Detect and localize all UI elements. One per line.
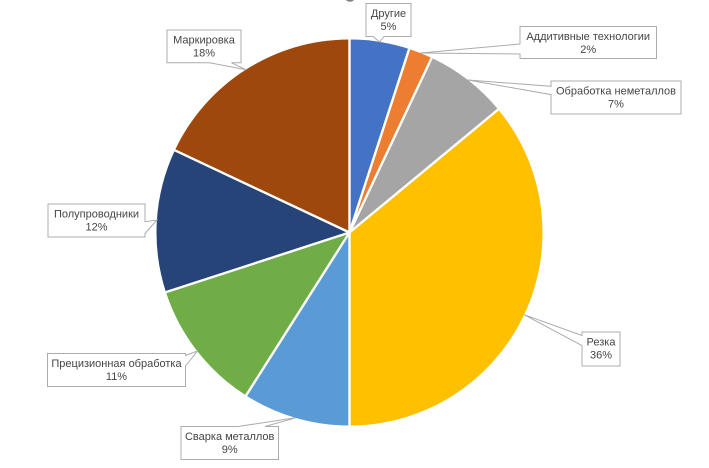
svg-text:Сварка металлов: Сварка металлов xyxy=(185,431,275,443)
svg-text:Другие: Другие xyxy=(371,8,406,20)
svg-text:2%: 2% xyxy=(580,44,596,56)
svg-text:11%: 11% xyxy=(106,371,127,383)
svg-text:Обработка неметаллов: Обработка неметаллов xyxy=(556,85,676,97)
svg-text:9%: 9% xyxy=(222,444,238,456)
svg-text:Прецизионная обработка: Прецизионная обработка xyxy=(51,358,182,370)
svg-text:12%: 12% xyxy=(85,222,107,234)
svg-text:7%: 7% xyxy=(608,99,624,111)
svg-text:Аддитивные технологии: Аддитивные технологии xyxy=(526,31,650,43)
svg-text:36%: 36% xyxy=(590,350,612,362)
svg-text:Маркировка: Маркировка xyxy=(173,34,236,46)
svg-text:5%: 5% xyxy=(381,21,397,33)
svg-text:Резка: Резка xyxy=(587,336,617,348)
svg-text:18%: 18% xyxy=(193,48,215,60)
svg-text:Полупроводники: Полупроводники xyxy=(54,208,139,220)
